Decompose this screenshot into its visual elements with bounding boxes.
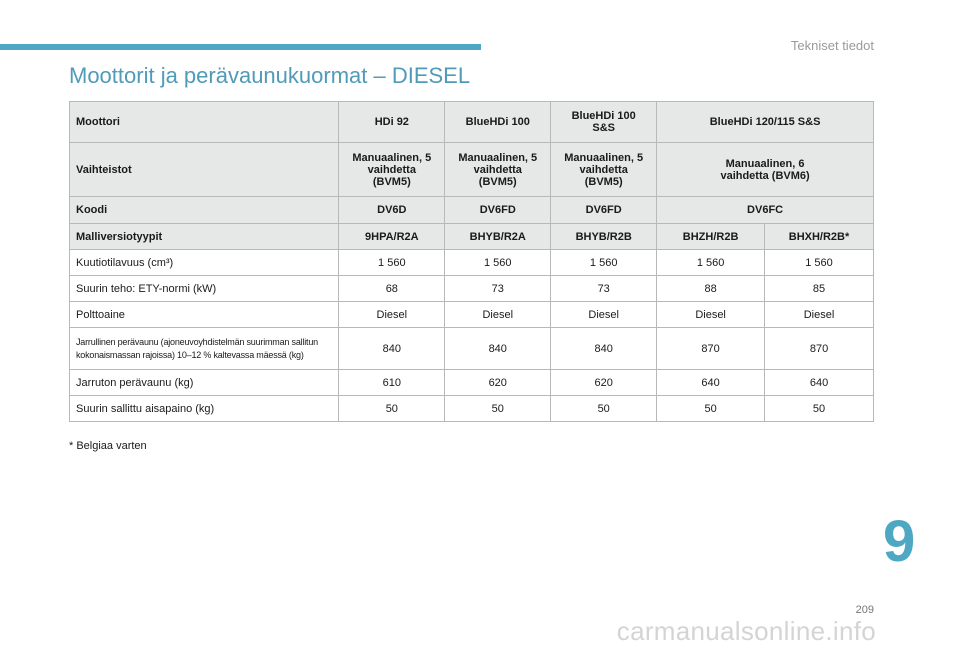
page-title: Moottorit ja perävaunukuormat – DIESEL xyxy=(69,63,471,88)
table-cell: Manuaalinen, 5 vaihdetta (BVM5) xyxy=(338,142,446,197)
table-cell: 640 xyxy=(656,369,766,396)
table-cell: BlueHDi 100 S&S xyxy=(550,101,658,143)
table-row-model-types: Malliversiotyypit 9HPA/R2A BHYB/R2A BHYB… xyxy=(68,223,874,250)
row-label: Malliversiotyypit xyxy=(68,223,340,250)
table-cell: 1 560 xyxy=(656,249,766,276)
table-cell: Diesel xyxy=(656,301,766,328)
table-cell: DV6D xyxy=(338,196,446,224)
table-cell: 68 xyxy=(338,275,446,302)
table-cell: DV6FC xyxy=(656,196,874,224)
table-cell: Diesel xyxy=(444,301,552,328)
table-cell: 640 xyxy=(764,369,874,396)
page-number: 209 xyxy=(855,604,874,616)
table-cell: 9HPA/R2A xyxy=(338,223,446,250)
table-cell: DV6FD xyxy=(444,196,552,224)
table-cell: BHYB/R2A xyxy=(444,223,552,250)
row-label: Moottori xyxy=(68,101,340,143)
table-cell: 840 xyxy=(550,327,658,370)
table-cell: BHXH/R2B* xyxy=(764,223,874,250)
table-cell: 50 xyxy=(550,395,658,422)
section-label: Tekniset tiedot xyxy=(790,38,874,53)
table-cell: 50 xyxy=(338,395,446,422)
accent-bar xyxy=(0,44,481,50)
table-cell: 870 xyxy=(764,327,874,370)
table-cell: 1 560 xyxy=(764,249,874,276)
table-cell: 88 xyxy=(656,275,766,302)
table-cell: Manuaalinen, 6 vaihdetta (BVM6) xyxy=(656,142,874,197)
table-row-engine: Moottori HDi 92 BlueHDi 100 BlueHDi 100 … xyxy=(68,101,874,143)
row-label: Vaihteistot xyxy=(68,142,340,197)
table-cell: DV6FD xyxy=(550,196,658,224)
table-cell: 870 xyxy=(656,327,766,370)
table-cell: 610 xyxy=(338,369,446,396)
table-cell: BHYB/R2B xyxy=(550,223,658,250)
table-cell: 620 xyxy=(444,369,552,396)
table-cell: 1 560 xyxy=(444,249,552,276)
table-cell: Diesel xyxy=(338,301,446,328)
table-cell: 73 xyxy=(444,275,552,302)
table-cell: 620 xyxy=(550,369,658,396)
table-row-displacement: Kuutiotilavuus (cm³) 1 560 1 560 1 560 1… xyxy=(68,249,874,276)
table-cell: BlueHDi 100 xyxy=(444,101,552,143)
watermark: carmanualsonline.info xyxy=(616,616,876,646)
table-row-max-power: Suurin teho: ETY-normi (kW) 68 73 73 88 … xyxy=(68,275,874,302)
table-cell: 1 560 xyxy=(338,249,446,276)
row-label: Suurin teho: ETY-normi (kW) xyxy=(68,275,340,302)
row-label: Jarrullinen perävaunu (ajoneuvoyhdistelm… xyxy=(68,327,340,370)
table-cell: 50 xyxy=(764,395,874,422)
row-label: Polttoaine xyxy=(68,301,340,328)
table-cell: 85 xyxy=(764,275,874,302)
table-cell: 50 xyxy=(656,395,766,422)
table-cell: 50 xyxy=(444,395,552,422)
table-cell: Manuaalinen, 5 vaihdetta (BVM5) xyxy=(550,142,658,197)
table-cell: Diesel xyxy=(550,301,658,328)
row-label: Suurin sallittu aisapaino (kg) xyxy=(68,395,340,422)
table-cell: BlueHDi 120/115 S&S xyxy=(656,101,874,143)
table-row-unbraked-trailer: Jarruton perävaunu (kg) 610 620 620 640 … xyxy=(68,369,874,396)
table-row-gearbox: Vaihteistot Manuaalinen, 5 vaihdetta (BV… xyxy=(68,142,874,197)
row-label: Jarruton perävaunu (kg) xyxy=(68,369,340,396)
table-cell: 840 xyxy=(444,327,552,370)
table-row-nose-weight: Suurin sallittu aisapaino (kg) 50 50 50 … xyxy=(68,395,874,422)
table-cell: 1 560 xyxy=(550,249,658,276)
footnote: * Belgiaa varten xyxy=(69,440,147,452)
table-cell: Diesel xyxy=(764,301,874,328)
chapter-number: 9 xyxy=(883,509,916,574)
engine-spec-table: Moottori HDi 92 BlueHDi 100 BlueHDi 100 … xyxy=(68,101,874,422)
row-label: Koodi xyxy=(68,196,340,224)
table-row-braked-trailer: Jarrullinen perävaunu (ajoneuvoyhdistelm… xyxy=(68,327,874,370)
row-label: Kuutiotilavuus (cm³) xyxy=(68,249,340,276)
table-cell: BHZH/R2B xyxy=(656,223,766,250)
table-row-code: Koodi DV6D DV6FD DV6FD DV6FC xyxy=(68,196,874,224)
table-cell: 73 xyxy=(550,275,658,302)
table-cell: HDi 92 xyxy=(338,101,446,143)
table-row-fuel: Polttoaine Diesel Diesel Diesel Diesel D… xyxy=(68,301,874,328)
table-cell: 840 xyxy=(338,327,446,370)
table-cell: Manuaalinen, 5 vaihdetta (BVM5) xyxy=(444,142,552,197)
